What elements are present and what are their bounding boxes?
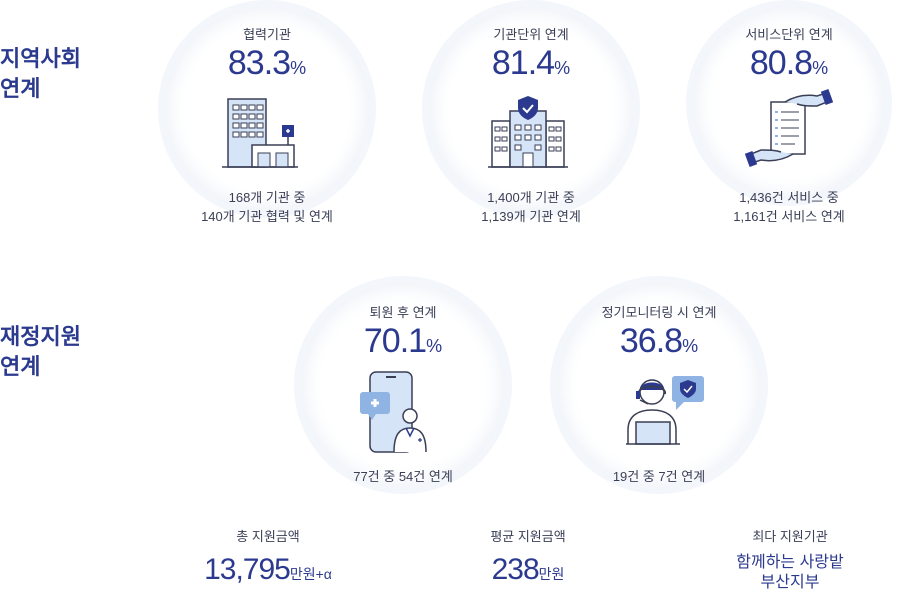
stat-value: 80.8%: [749, 44, 829, 82]
stat-caption: 서비스단위 연계: [745, 27, 833, 42]
summary-caption: 평균 지원금액: [490, 529, 566, 544]
section-label-financial: 재정지원 연계: [0, 324, 81, 379]
stat-monitoring: 정기모니터링 시 연계 36.8%: [559, 302, 759, 366]
stat-institution-linkage: 기관단위 연계 81.4%: [431, 24, 631, 88]
stat-caption: 기관단위 연계: [493, 27, 569, 42]
document-hands-icon: [745, 89, 834, 167]
stat-note-1: 1,400개 기관 중 1,139개 기관 연계: [431, 188, 631, 226]
stat-value: 83.3%: [227, 44, 307, 82]
summary-org: 함께하는 사랑밭 부산지부: [736, 554, 844, 591]
summary-average: 평균 지원금액 238만원: [418, 526, 638, 587]
stat-service-linkage: 서비스단위 연계 80.8%: [689, 24, 889, 88]
building-icon: [222, 98, 298, 168]
section-label-community: 지역사회 연계: [0, 46, 81, 101]
stat-note-text: 19건 중 7건 연계: [612, 469, 706, 484]
stat-note-2: 1,436건 서비스 중 1,161건 서비스 연계: [689, 188, 889, 226]
summary-top-institution: 최다 지원기관 함께하는 사랑밭 부산지부: [680, 526, 900, 593]
stat-note-4: 19건 중 7건 연계: [559, 467, 759, 486]
stat-caption: 정기모니터링 시 연계: [601, 305, 717, 320]
summary-value: 238만원: [491, 553, 565, 586]
stat-caption: 퇴원 후 연계: [369, 305, 437, 320]
summary-caption: 총 지원금액: [236, 529, 300, 544]
stat-note-3: 77건 중 54건 연계: [303, 467, 503, 486]
stat-caption: 협력기관: [243, 27, 291, 42]
summary-caption: 최다 지원기관: [752, 529, 828, 544]
stat-note-text: 168개 기관 중 140개 기관 협력 및 연계: [201, 190, 333, 224]
stat-cooperating-institutions: 협력기관 83.3%: [167, 24, 367, 88]
stat-note-text: 1,400개 기관 중 1,139개 기관 연계: [481, 190, 581, 224]
stat-note-text: 1,436건 서비스 중 1,161건 서비스 연계: [733, 190, 845, 224]
stat-value: 36.8%: [619, 322, 699, 360]
stat-post-discharge: 퇴원 후 연계 70.1%: [303, 302, 503, 366]
stat-value: 70.1%: [363, 322, 443, 360]
stat-note-0: 168개 기관 중 140개 기관 협력 및 연계: [167, 188, 367, 226]
stat-circle: [164, 6, 370, 212]
stat-note-text: 77건 중 54건 연계: [353, 469, 453, 484]
headset-agent-icon: [626, 376, 704, 445]
phone-doctor-icon: [360, 371, 427, 453]
summary-total: 총 지원금액 13,795만원+α: [158, 526, 378, 587]
stat-value: 81.4%: [491, 44, 571, 82]
secure-building-icon: [488, 96, 568, 168]
summary-value: 13,795만원+α: [204, 553, 332, 586]
